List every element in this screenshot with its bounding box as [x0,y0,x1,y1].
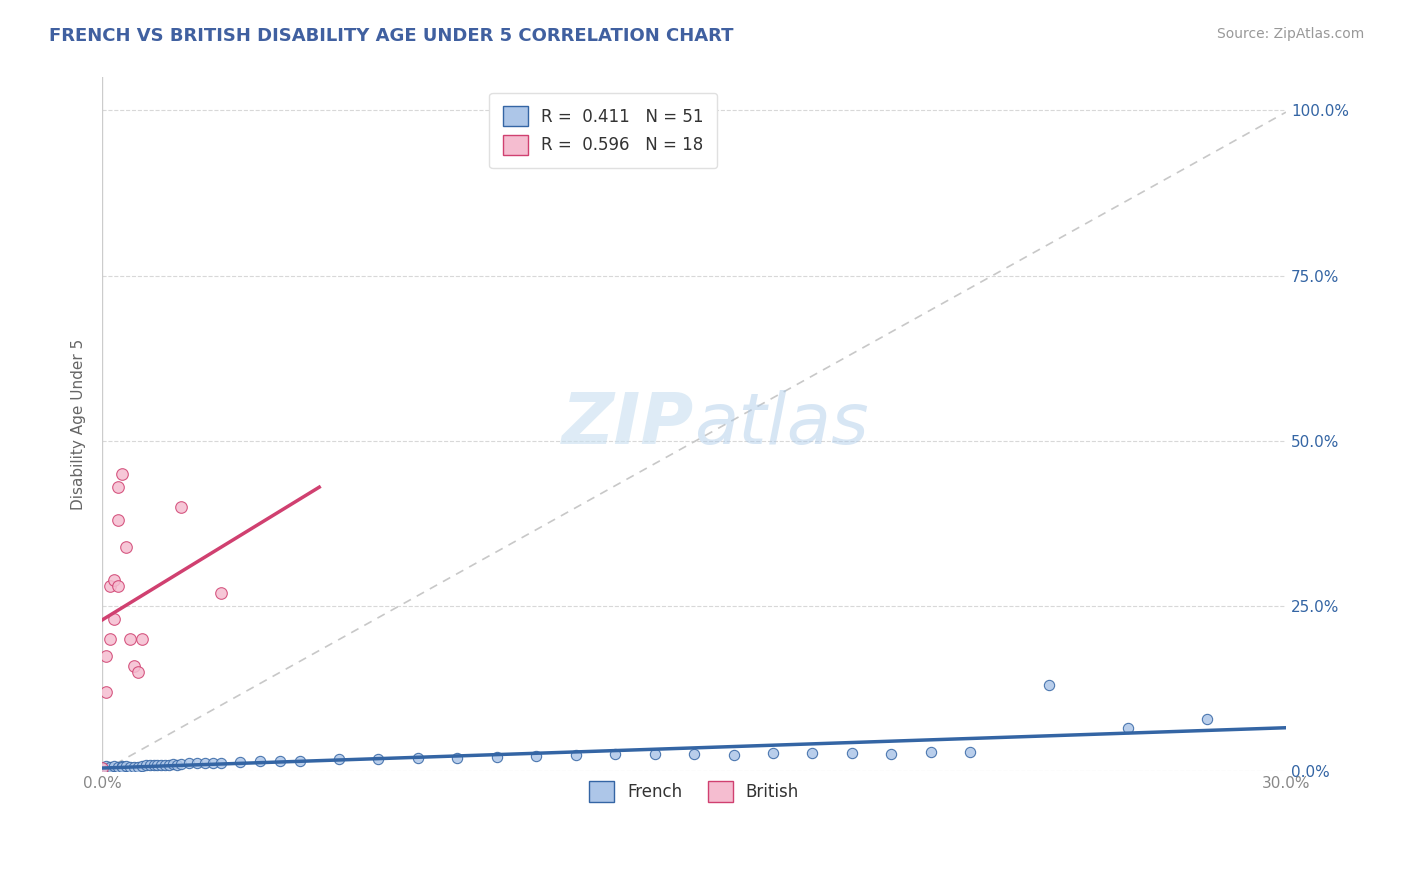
Point [96,761,118,775]
Point [201,756,224,770]
Legend: French, British: French, British [575,768,813,815]
Point [920,745,942,759]
Point [138,758,160,772]
Point [1195,712,1218,726]
Point [157,757,180,772]
Point [103,573,125,587]
Point [146,758,169,772]
Point [288,754,311,768]
Point [683,747,706,761]
Point [135,758,157,772]
Point [122,760,145,774]
Point [209,756,232,770]
Point [118,760,141,774]
Point [229,755,252,769]
Point [111,759,134,773]
Point [841,746,863,760]
Point [107,513,129,527]
Point [150,757,173,772]
Point [122,658,145,673]
Point [524,748,547,763]
Point [723,747,745,762]
Point [605,747,627,762]
Point [96,685,118,699]
Point [186,756,208,771]
Point [959,745,981,759]
Point [485,749,508,764]
Point [170,757,193,772]
Point [209,586,232,600]
Point [98,579,121,593]
Point [162,757,184,772]
Text: FRENCH VS BRITISH DISABILITY AGE UNDER 5 CORRELATION CHART: FRENCH VS BRITISH DISABILITY AGE UNDER 5… [49,27,734,45]
Point [107,480,129,494]
Point [115,759,138,773]
Point [406,751,429,765]
Point [131,632,153,647]
Point [91,761,114,775]
Point [127,760,149,774]
Point [98,632,121,647]
Point [103,612,125,626]
Point [103,759,125,773]
Point [111,467,134,481]
Point [98,760,121,774]
Point [170,500,193,514]
Point [446,750,468,764]
Point [96,648,118,663]
Point [166,757,188,772]
Point [96,759,118,773]
Point [367,752,389,766]
Point [194,756,217,770]
Text: ZIP: ZIP [562,390,695,458]
Point [177,756,200,771]
Point [249,755,271,769]
Point [107,760,129,774]
Point [107,579,129,593]
Point [762,746,785,760]
Point [801,746,824,760]
Text: atlas: atlas [695,390,869,458]
Point [111,760,134,774]
Y-axis label: Disability Age Under 5: Disability Age Under 5 [72,339,86,510]
Point [118,632,141,647]
Point [1038,678,1060,692]
Point [127,665,149,680]
Point [1116,722,1139,736]
Point [644,747,666,762]
Text: Source: ZipAtlas.com: Source: ZipAtlas.com [1216,27,1364,41]
Point [328,752,350,766]
Point [155,757,177,772]
Point [142,757,165,772]
Point [564,747,586,762]
Point [269,754,291,768]
Point [880,747,903,762]
Point [131,759,153,773]
Point [115,540,138,554]
